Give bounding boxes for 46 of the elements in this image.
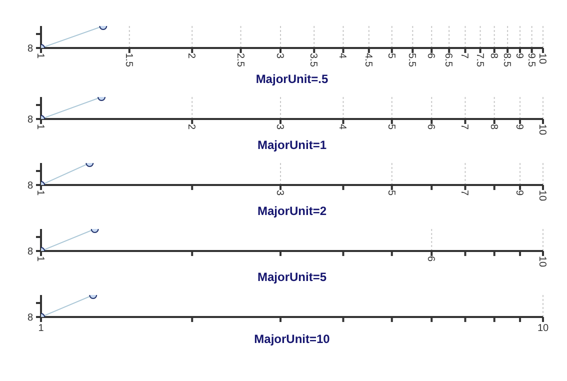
x-tick-label: 2 [186, 53, 197, 59]
x-tick-label: 10 [537, 323, 549, 334]
x-tick-label: 5.5 [406, 53, 418, 68]
x-tick-label: 6 [425, 256, 436, 262]
x-tick-label: 10 [536, 124, 548, 136]
x-tick-label: 5 [385, 53, 396, 59]
x-tick-label: 1.5 [122, 53, 134, 68]
x-tick-label: 8 [488, 124, 499, 130]
x-tick-label: 6 [425, 124, 436, 130]
x-tick-label: 1 [34, 190, 46, 196]
x-tick-label: 2.5 [234, 53, 246, 68]
x-tick-label: 7 [458, 190, 470, 196]
x-axis-title: MajorUnit=5 [257, 270, 327, 284]
x-axis-title: MajorUnit=10 [254, 332, 330, 346]
x-tick-label: 9.5 [525, 53, 536, 68]
x-tick-label: 8.5 [501, 53, 512, 68]
x-tick-label: 7 [458, 53, 470, 59]
x-tick-label: 9 [514, 53, 525, 59]
x-tick-label: 1 [38, 323, 44, 334]
x-tick-label: 1 [34, 124, 46, 130]
text: 8 [27, 312, 34, 324]
x-tick-label: 8 [488, 53, 499, 59]
x-tick-label: 3 [274, 53, 286, 59]
x-tick-label: 7 [458, 124, 470, 130]
x-tick-label: 6 [425, 53, 436, 59]
x-tick-label: 10 [536, 256, 548, 268]
x-tick-label: 5 [385, 190, 396, 196]
x-tick-label: 9 [514, 190, 525, 196]
x-tick-label: 3 [274, 190, 286, 196]
x-tick-label: 3.5 [308, 53, 319, 68]
x-tick-label: 10 [536, 190, 548, 202]
x-tick-label: 4 [336, 124, 348, 130]
x-tick-label: 1 [34, 53, 46, 59]
x-tick-label: 4.5 [362, 53, 374, 68]
x-tick-label: 5 [385, 124, 396, 130]
x-tick-label: 6.5 [442, 53, 454, 68]
x-tick-label: 10 [536, 53, 548, 65]
x-axis-title: MajorUnit=1 [257, 138, 327, 152]
x-axis-title: MajorUnit=2 [257, 204, 327, 218]
x-tick-label: 7.5 [474, 53, 485, 68]
x-axis-title: MajorUnit=.5 [256, 72, 328, 86]
x-tick-label: 3 [274, 124, 286, 130]
x-tick-label: 1 [34, 256, 46, 262]
x-tick-label: 9 [514, 124, 525, 130]
x-tick-label: 2 [186, 124, 197, 130]
x-tick-label: 4 [336, 53, 348, 59]
